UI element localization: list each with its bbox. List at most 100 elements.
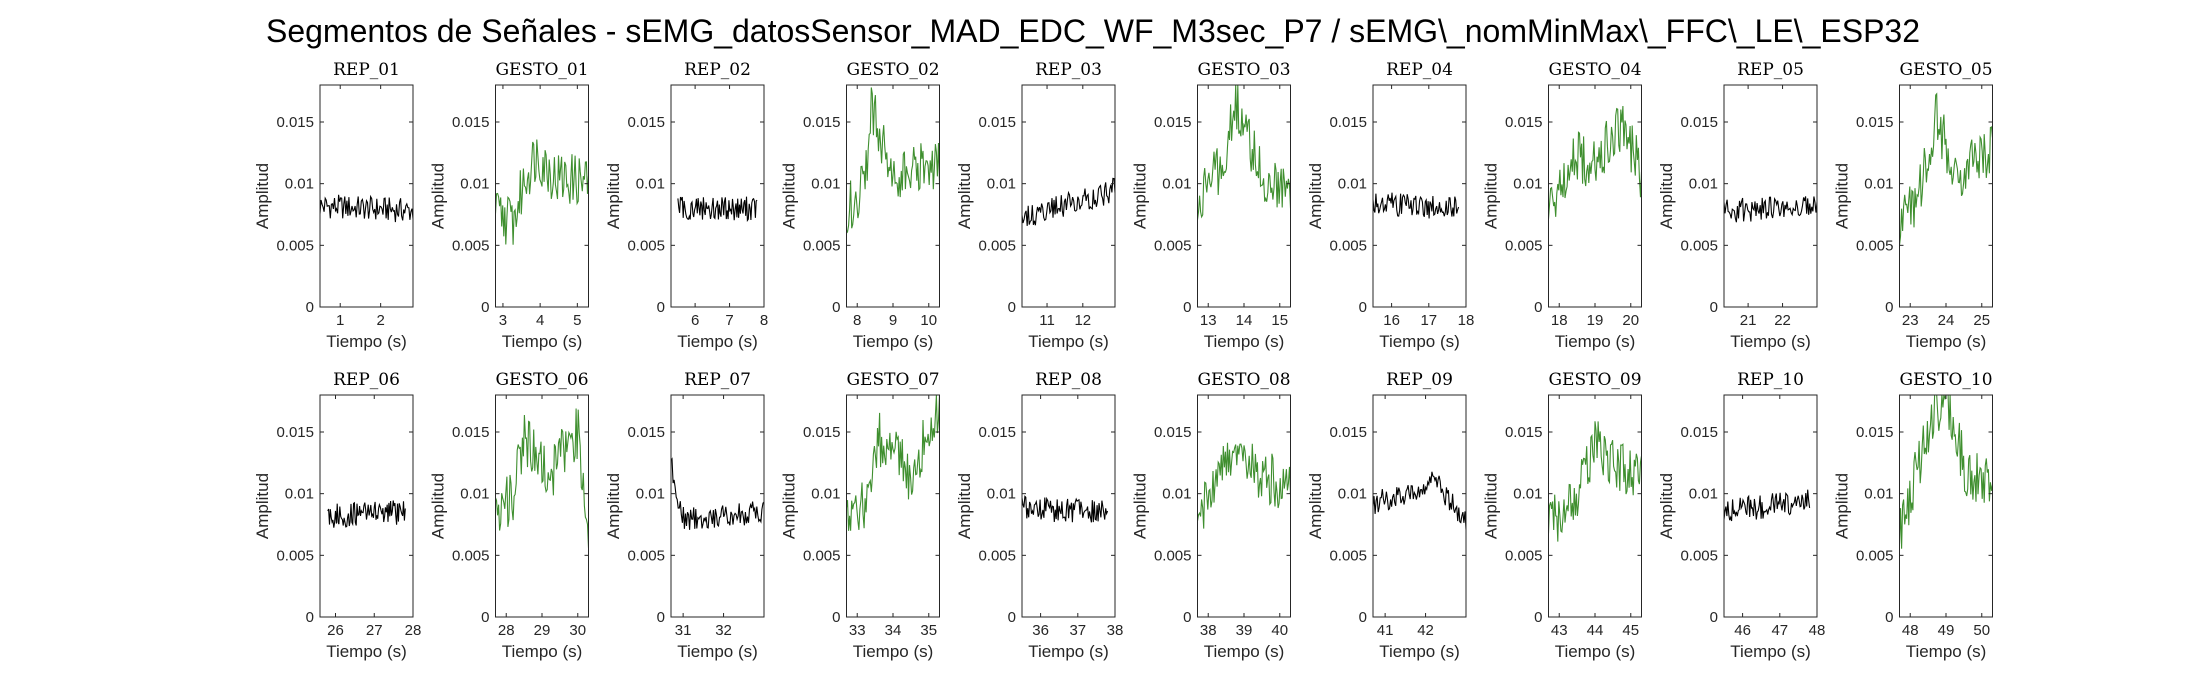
y-tick-label: 0 (1534, 609, 1542, 626)
subplot: GESTO_10 0 0.005 0.01 0.015 48 49 50 Tiempo (s) A… (1833, 370, 1993, 661)
rep-signal-line (677, 196, 758, 222)
y-axis-label: Amplitud (253, 473, 272, 539)
x-axis-label: Tiempo (s) (677, 642, 758, 661)
x-axis-label: Tiempo (s) (1204, 332, 1285, 351)
gesto-signal-line (1899, 92, 1993, 246)
subplot-title: GESTO_07 (846, 370, 939, 390)
axes-box (319, 84, 414, 308)
x-tick-label: 35 (920, 622, 937, 639)
x-tick-label: 14 (1236, 312, 1253, 329)
x-axis-label: Tiempo (s) (1379, 642, 1460, 661)
subplot: REP_04 0 0.005 0.01 0.015 16 17 18 Tiempo (s) Amp… (1306, 60, 1474, 351)
x-tick-label: 13 (1200, 312, 1217, 329)
y-tick-label: 0.01 (285, 486, 314, 503)
x-axis-label: Tiempo (s) (1906, 332, 1987, 351)
y-tick-label: 0.005 (452, 237, 490, 254)
gesto-signal-line (1197, 85, 1291, 220)
x-tick-label: 22 (1774, 312, 1791, 329)
x-tick-label: 47 (1771, 622, 1788, 639)
y-tick-label: 0.005 (978, 237, 1016, 254)
y-tick-label: 0.01 (811, 176, 840, 193)
rep-signal-line (327, 500, 406, 528)
rep-signal-line (1022, 177, 1115, 226)
subplot-title: GESTO_06 (495, 370, 588, 390)
subplot: REP_01 0 0.005 0.01 0.015 1 2 Tiempo (s) Amplitu… (253, 60, 414, 351)
x-tick-label: 28 (405, 622, 422, 639)
y-tick-label: 0.015 (1154, 114, 1192, 131)
x-tick-label: 15 (1271, 312, 1288, 329)
axes-box (1021, 84, 1116, 308)
subplot-title: REP_10 (1737, 370, 1804, 390)
x-tick-label: 2 (376, 312, 384, 329)
subplot-title: GESTO_02 (846, 60, 939, 80)
x-axis-label: Tiempo (s) (1028, 332, 1109, 351)
y-axis-label: Amplitud (1131, 473, 1150, 539)
y-tick-label: 0.015 (978, 114, 1016, 131)
y-tick-label: 0 (1359, 299, 1367, 316)
x-tick-label: 45 (1622, 622, 1639, 639)
x-axis-label: Tiempo (s) (502, 332, 583, 351)
y-tick-label: 0.01 (1689, 486, 1718, 503)
subplot: REP_08 0 0.005 0.01 0.015 36 37 38 Tiempo (s) Amp… (955, 370, 1123, 661)
x-tick-label: 11 (1039, 312, 1055, 329)
x-tick-label: 46 (1734, 622, 1751, 639)
x-tick-label: 21 (1740, 312, 1757, 329)
gesto-signal-line (846, 395, 940, 531)
x-tick-label: 20 (1622, 312, 1639, 329)
x-tick-label: 1 (336, 312, 344, 329)
subplot: GESTO_09 0 0.005 0.01 0.015 43 44 45 Tiempo (s) A… (1482, 370, 1642, 661)
y-tick-label: 0.005 (1154, 547, 1192, 564)
y-tick-label: 0.015 (1680, 424, 1718, 441)
subplot-title: REP_05 (1737, 60, 1804, 80)
x-tick-label: 39 (1236, 622, 1253, 639)
gesto-signal-line (1548, 105, 1642, 219)
y-tick-label: 0.01 (987, 176, 1016, 193)
x-tick-label: 30 (569, 622, 586, 639)
x-tick-label: 32 (715, 622, 732, 639)
y-tick-label: 0 (481, 609, 489, 626)
subplot-title: GESTO_01 (495, 60, 588, 80)
y-tick-label: 0.015 (1505, 424, 1543, 441)
subplot-title: REP_04 (1386, 60, 1453, 80)
y-axis-label: Amplitud (1306, 473, 1325, 539)
rep-signal-line (671, 457, 764, 530)
gesto-signal-line (1197, 442, 1291, 529)
x-tick-label: 29 (534, 622, 551, 639)
x-tick-label: 19 (1587, 312, 1604, 329)
x-tick-label: 26 (327, 622, 344, 639)
y-tick-label: 0.01 (1513, 176, 1542, 193)
y-axis-label: Amplitud (780, 163, 799, 229)
x-axis-label: Tiempo (s) (1555, 642, 1636, 661)
subplot-title: GESTO_03 (1197, 60, 1290, 80)
y-tick-label: 0 (1183, 609, 1191, 626)
y-axis-label: Amplitud (253, 163, 272, 229)
y-tick-label: 0 (832, 299, 840, 316)
y-tick-label: 0.005 (627, 237, 665, 254)
y-tick-label: 0.015 (1856, 424, 1894, 441)
x-tick-label: 40 (1271, 622, 1288, 639)
x-tick-label: 43 (1551, 622, 1568, 639)
x-axis-label: Tiempo (s) (502, 642, 583, 661)
subplot: GESTO_03 0 0.005 0.01 0.015 13 14 15 Tiempo (s) A… (1131, 60, 1291, 351)
x-tick-label: 38 (1107, 622, 1124, 639)
y-tick-label: 0.005 (276, 547, 314, 564)
x-axis-label: Tiempo (s) (853, 642, 934, 661)
y-tick-label: 0 (306, 609, 314, 626)
subplot: REP_10 0 0.005 0.01 0.015 46 47 48 Tiempo (s) Amp… (1657, 370, 1825, 661)
y-tick-label: 0.015 (452, 114, 490, 131)
y-tick-label: 0.015 (978, 424, 1016, 441)
y-tick-label: 0.005 (803, 237, 841, 254)
y-tick-label: 0 (306, 299, 314, 316)
axes-box (1021, 394, 1116, 618)
x-tick-label: 6 (691, 312, 699, 329)
y-tick-label: 0 (1534, 299, 1542, 316)
x-axis-label: Tiempo (s) (326, 332, 407, 351)
subplot-title: GESTO_04 (1548, 60, 1641, 80)
x-tick-label: 49 (1938, 622, 1955, 639)
axes-box (1723, 84, 1818, 308)
y-tick-label: 0.015 (627, 424, 665, 441)
y-tick-label: 0.005 (1856, 547, 1894, 564)
subplot-title: REP_07 (684, 370, 751, 390)
axes-box (670, 84, 765, 308)
